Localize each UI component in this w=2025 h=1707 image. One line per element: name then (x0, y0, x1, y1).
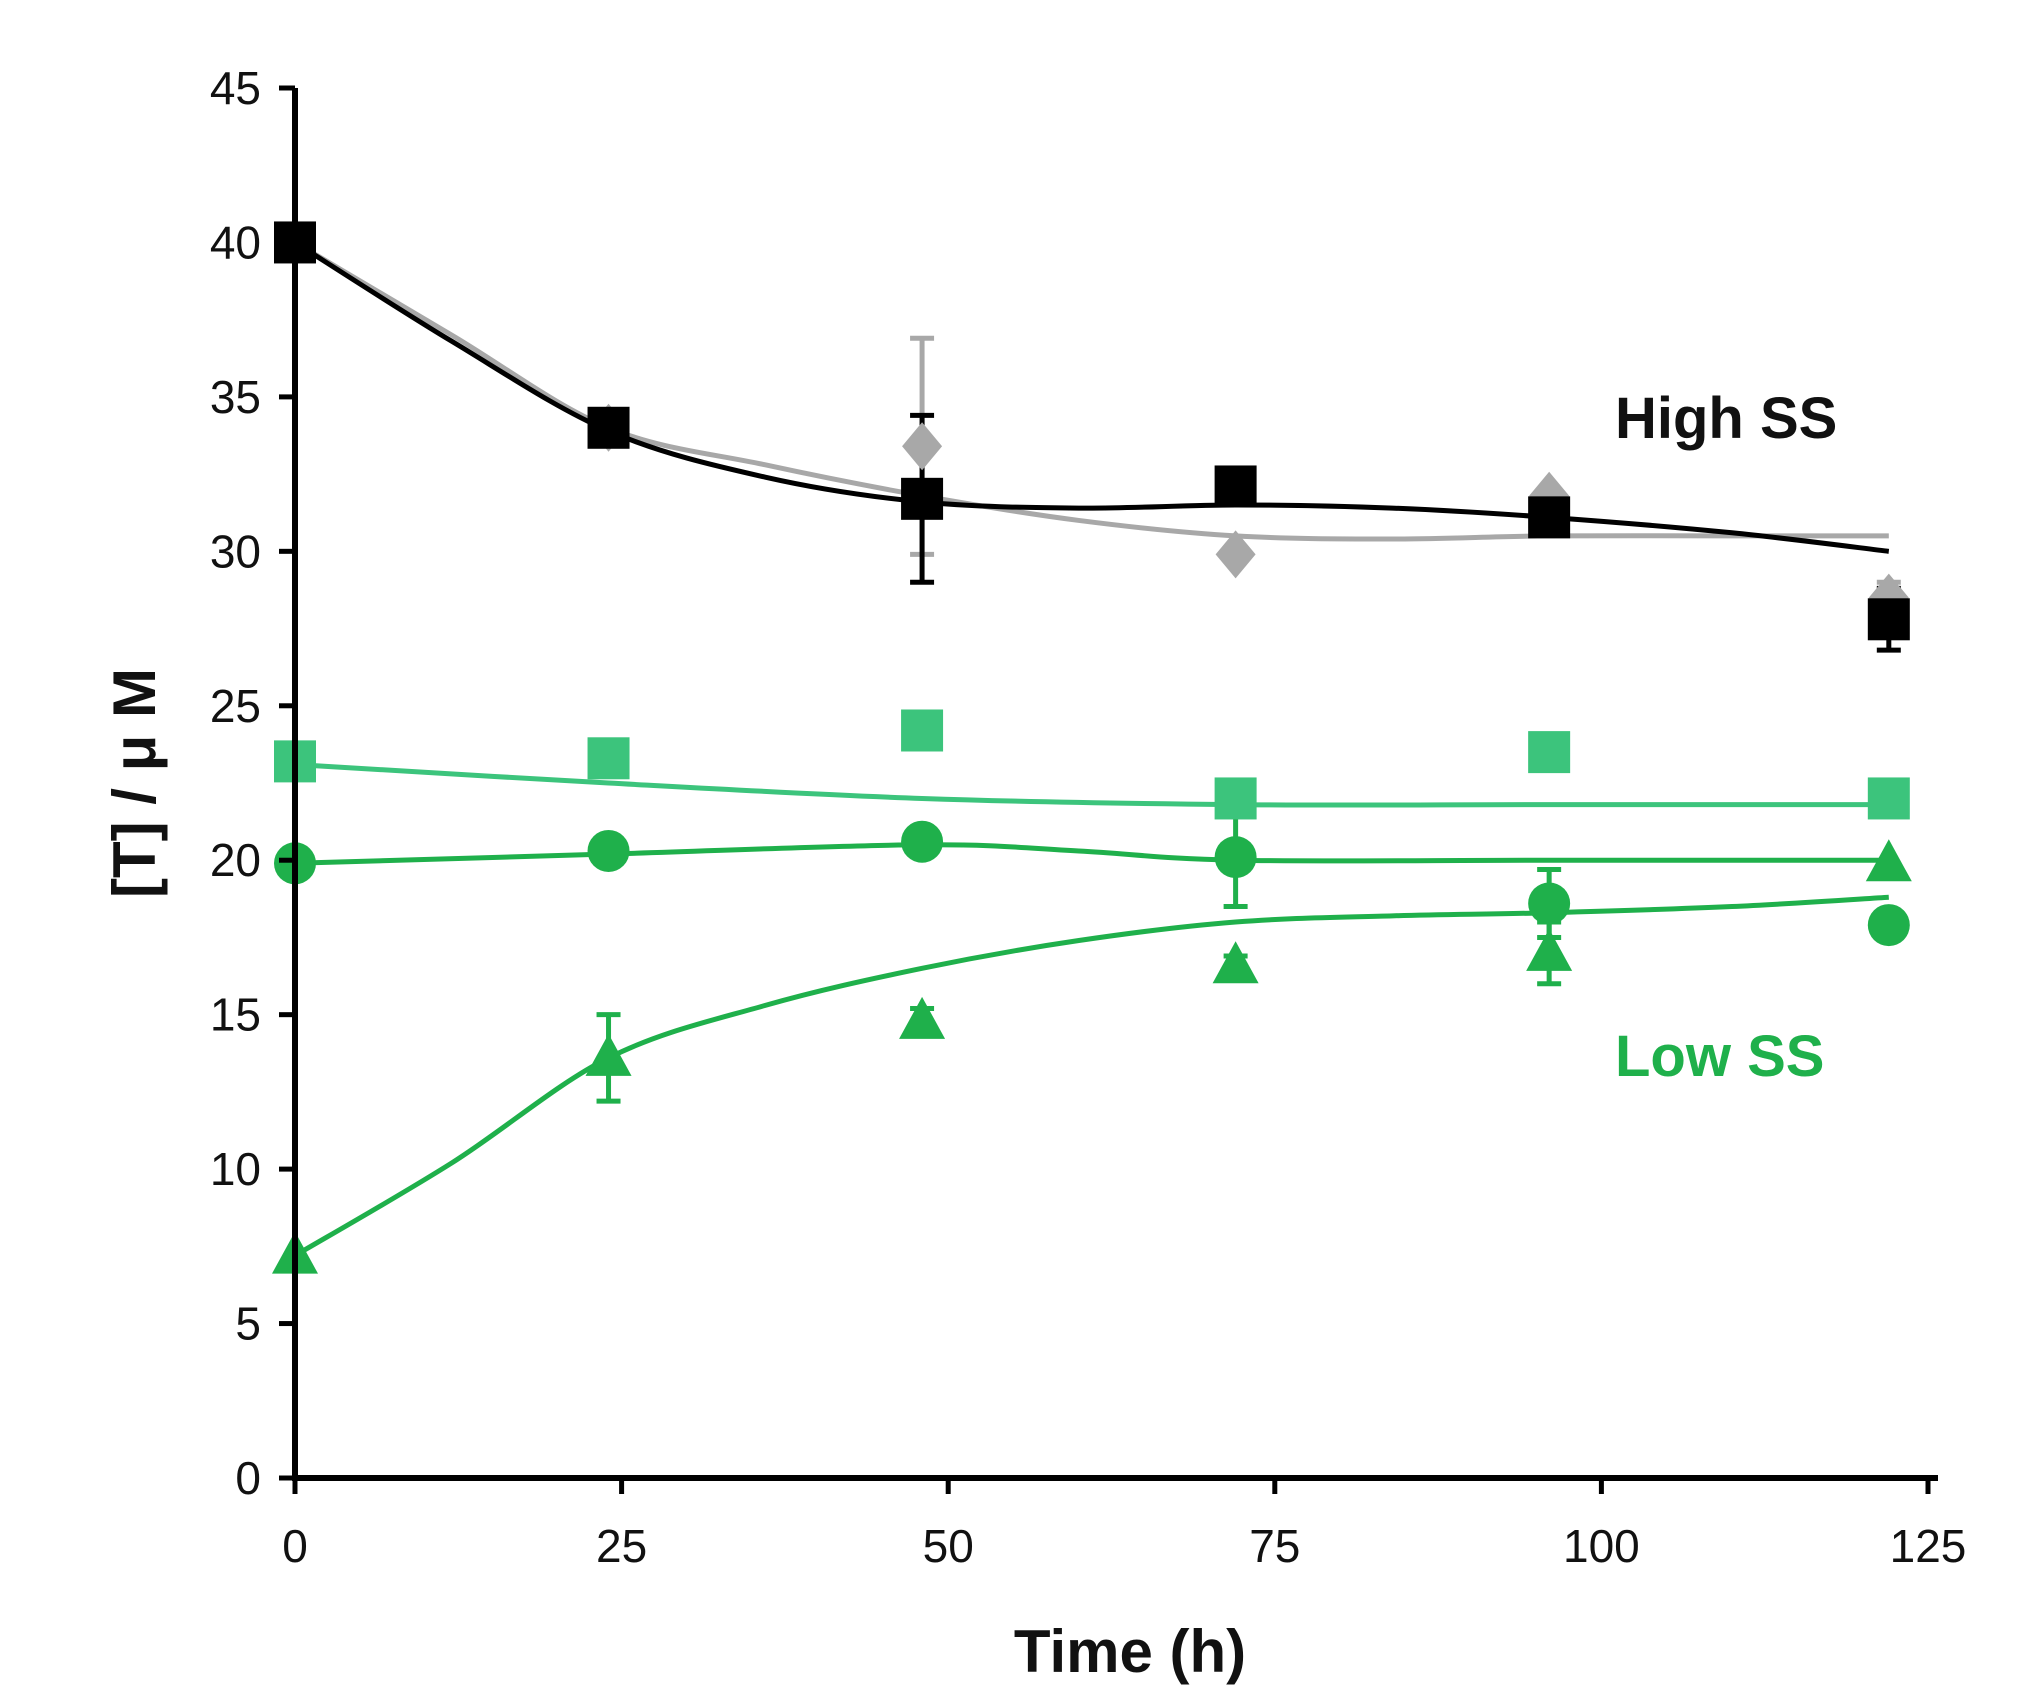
y-tick-label: 40 (210, 216, 261, 268)
fit-curve (293, 240, 1890, 554)
x-axis-title: Time (h) (1014, 1618, 1246, 1685)
data-point-triangle (1212, 941, 1259, 984)
x-tick-label: 75 (1249, 1520, 1300, 1572)
data-point-triangle (1526, 928, 1573, 971)
y-tick-label: 25 (210, 680, 261, 732)
fit-curve (293, 894, 1889, 1258)
data-point-square (901, 477, 944, 520)
axis-ticks: 0 5 10 15 20 25 30 35 40 45 0 25 50 75 100 125 (210, 62, 1967, 1572)
data-point-diamond (902, 422, 943, 471)
data-point-square (901, 709, 944, 752)
y-tick-label: 10 (210, 1143, 261, 1195)
annotation-low-ss: Low SS (1615, 1024, 1824, 1089)
y-tick-label: 0 (235, 1452, 261, 1504)
x-tick-label: 125 (1890, 1520, 1967, 1572)
data-point-square (587, 406, 630, 449)
data-point-diamond (1215, 530, 1256, 579)
x-tick-label: 25 (596, 1520, 647, 1572)
y-tick-label: 20 (210, 834, 261, 886)
y-tick-label: 30 (210, 525, 261, 577)
data-point-square (1867, 598, 1910, 641)
data-point-square (1214, 777, 1257, 820)
fit-curve (294, 761, 1889, 808)
error-bars (596, 335, 1901, 1104)
x-tick-label: 100 (1563, 1520, 1640, 1572)
y-tick-label: 35 (210, 371, 261, 423)
x-tick-label: 50 (923, 1520, 974, 1572)
annotation-high-ss: High SS (1615, 386, 1837, 451)
y-tick-label: 45 (210, 62, 261, 114)
data-point-triangle (899, 996, 946, 1039)
data-point-square (1867, 777, 1910, 820)
data-markers (272, 218, 1912, 1274)
data-point-triangle (585, 1033, 632, 1076)
data-point-square (1214, 465, 1257, 508)
data-point-triangle (1865, 839, 1912, 882)
x-tick-label: 0 (282, 1520, 308, 1572)
y-axis-title: [T] / μ M (101, 668, 168, 898)
data-point-circle (1528, 882, 1571, 925)
y-tick-label: 5 (235, 1298, 261, 1350)
fit-curve (294, 842, 1889, 866)
axes (292, 88, 1938, 1481)
fit-curve (293, 240, 1889, 542)
data-point-square (587, 737, 630, 780)
data-point-square (1528, 731, 1571, 774)
data-point-square (1528, 496, 1571, 539)
data-point-circle (587, 829, 630, 872)
data-point-circle (901, 820, 944, 863)
data-point-circle (1214, 836, 1257, 879)
y-tick-label: 15 (210, 989, 261, 1041)
data-point-circle (1867, 904, 1910, 947)
